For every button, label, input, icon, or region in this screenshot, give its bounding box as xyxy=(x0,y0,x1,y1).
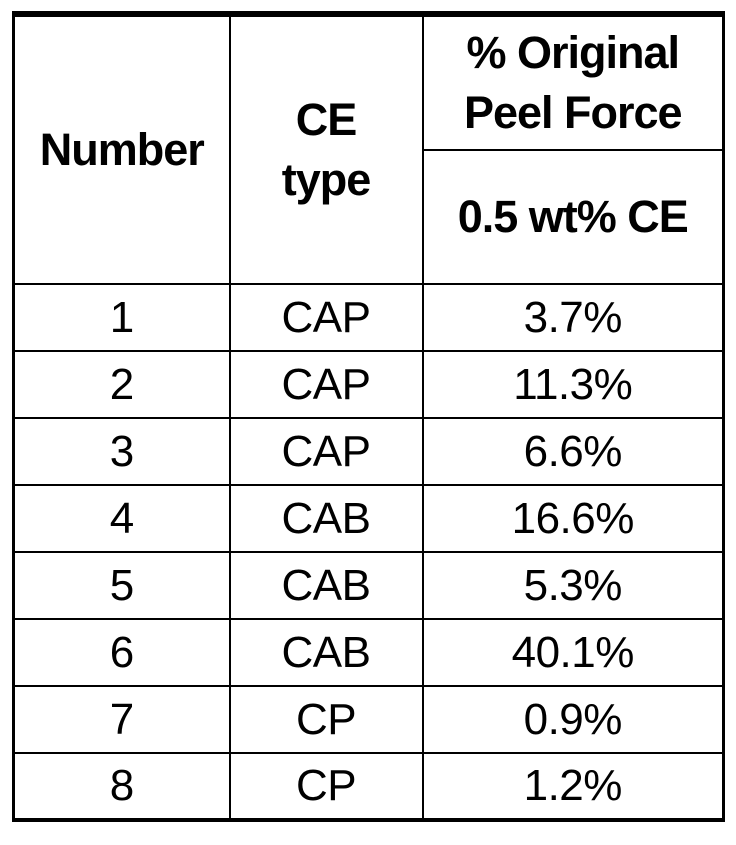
header-row-sub: 0.5 wt% CE xyxy=(14,149,725,285)
cell-number: 7 xyxy=(12,685,231,754)
cell-peel-force: 0.9% xyxy=(421,685,725,754)
cell-peel-force: 16.6% xyxy=(421,484,725,553)
peel-force-table: Number CE type % Original Peel Force 0.5 w… xyxy=(12,11,725,822)
cell-ce-type: CAB xyxy=(228,618,424,687)
column-subheader-wt-ce: 0.5 wt% CE xyxy=(421,149,725,285)
peel-force-line-2: Peel Force xyxy=(463,87,683,138)
header-row-top: Number CE type % Original Peel Force xyxy=(12,13,725,285)
cell-peel-force: 40.1% xyxy=(421,618,725,687)
table-header: Number CE type % Original Peel Force 0.5 w… xyxy=(12,13,725,285)
cell-peel-force: 11.3% xyxy=(421,350,725,419)
cell-number: 8 xyxy=(12,752,231,821)
table-row: 2 CAP 11.3% xyxy=(12,350,725,419)
cell-peel-force: 6.6% xyxy=(421,417,725,486)
cell-ce-type: CAB xyxy=(228,484,424,553)
cell-ce-type: CP xyxy=(228,752,424,821)
cell-peel-force: 5.3% xyxy=(421,551,725,620)
cell-number: 4 xyxy=(12,484,231,553)
cell-peel-force: 1.2% xyxy=(421,752,725,821)
ce-type-line-1: CE xyxy=(295,94,358,145)
column-header-peel-force: % Original Peel Force xyxy=(421,13,725,151)
table-row: 6 CAB 40.1% xyxy=(12,618,725,687)
peel-force-line-1: % Original xyxy=(466,27,680,78)
cell-ce-type: CAP xyxy=(228,350,424,419)
table-row: 4 CAB 16.6% xyxy=(12,484,725,553)
table-row: 5 CAB 5.3% xyxy=(12,551,725,620)
cell-ce-type: CAP xyxy=(228,417,424,486)
cell-number: 2 xyxy=(12,350,231,419)
table-row: 3 CAP 6.6% xyxy=(12,417,725,486)
column-header-ce-type: CE type xyxy=(228,13,424,285)
cell-number: 1 xyxy=(12,283,231,352)
cell-peel-force: 3.7% xyxy=(421,283,725,352)
ce-type-line-2: type xyxy=(281,154,372,205)
table-row: 7 CP 0.9% xyxy=(12,685,725,754)
table-row: 1 CAP 3.7% xyxy=(12,283,725,352)
table-row: 8 CP 1.2% xyxy=(12,752,725,821)
cell-number: 6 xyxy=(12,618,231,687)
cell-ce-type: CAP xyxy=(228,283,424,352)
cell-ce-type: CAB xyxy=(228,551,424,620)
table-body: 1 CAP 3.7% 2 CAP 11.3% 3 CAP 6.6% 4 CAB … xyxy=(12,283,725,821)
cell-number: 3 xyxy=(12,417,231,486)
cell-ce-type: CP xyxy=(228,685,424,754)
cell-number: 5 xyxy=(12,551,231,620)
column-header-number: Number xyxy=(12,13,231,285)
